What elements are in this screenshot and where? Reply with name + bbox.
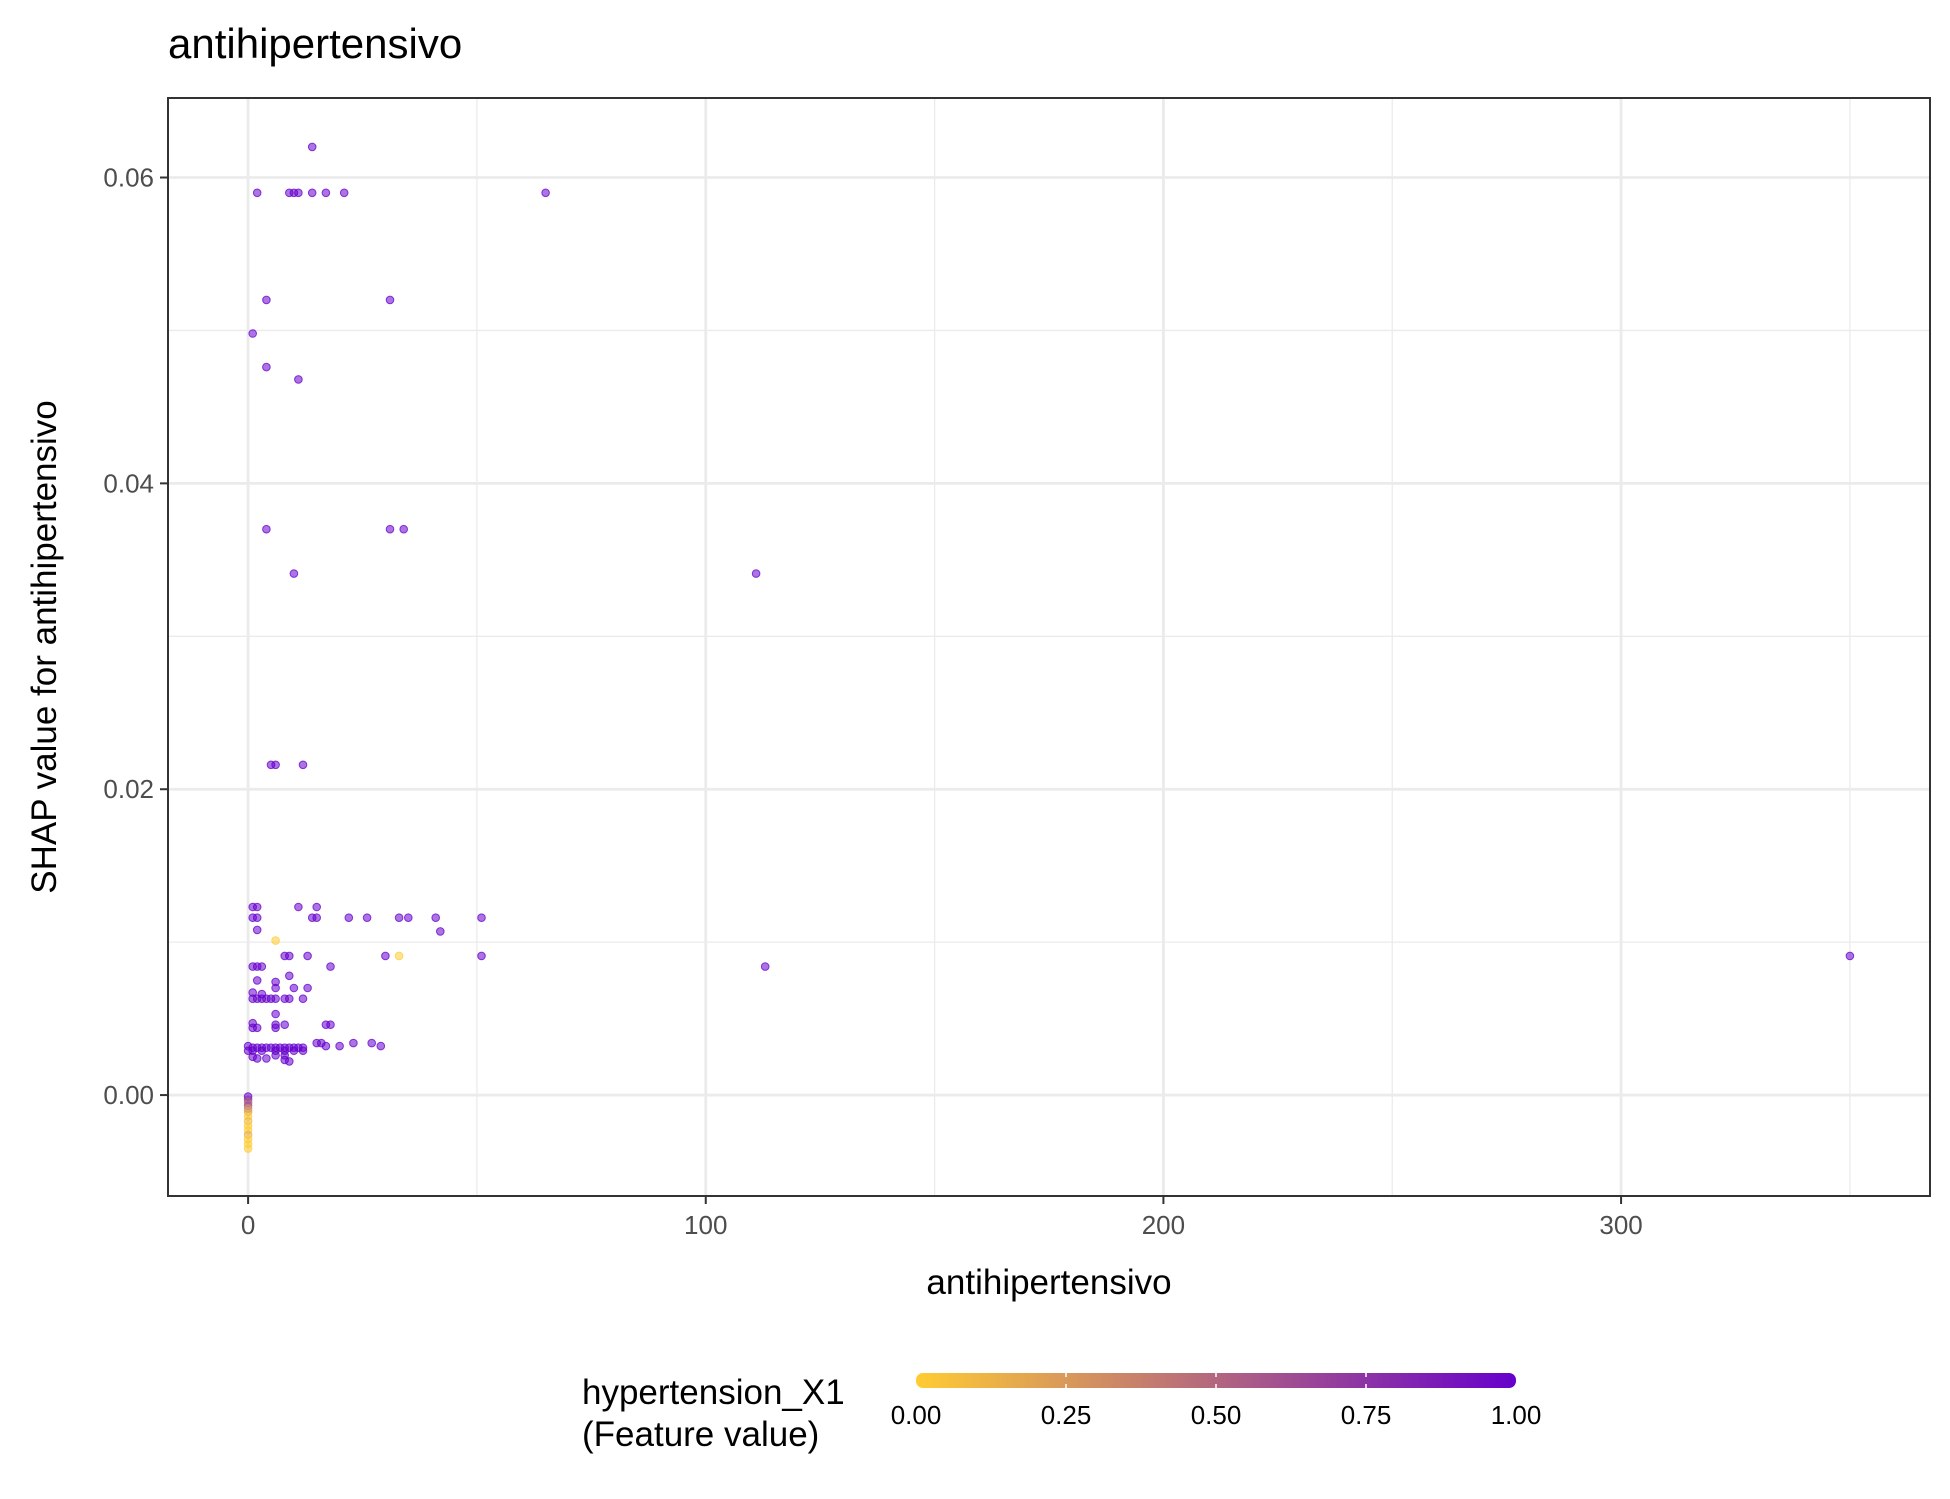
data-point: [252, 913, 262, 923]
data-point: [303, 951, 312, 961]
data-point: [349, 1038, 358, 1048]
x-tick-label: 300: [1599, 1210, 1642, 1240]
plot-panel: [168, 98, 1930, 1196]
major-gridlines: [168, 98, 1930, 1196]
data-point: [271, 936, 280, 945]
data-point: [339, 188, 349, 198]
data-point: [436, 927, 445, 936]
data-point: [271, 1023, 280, 1033]
legend-tick-label: 0.25: [1041, 1400, 1092, 1430]
data-point: [394, 913, 404, 923]
data-point: [262, 362, 271, 372]
data-point: [760, 962, 770, 971]
data-point: [271, 760, 280, 770]
data-point: [751, 569, 761, 578]
data-point: [326, 962, 335, 971]
data-point: [1845, 951, 1855, 961]
data-point: [362, 913, 372, 923]
x-tick-label: 0: [241, 1210, 255, 1240]
data-point: [381, 951, 390, 961]
data-point: [321, 1041, 331, 1051]
data-point: [271, 994, 280, 1004]
data-point: [252, 188, 262, 198]
data-point: [312, 902, 322, 912]
data-point: [262, 295, 271, 305]
data-point: [285, 951, 294, 961]
data-point: [298, 760, 308, 770]
data-point: [431, 913, 441, 923]
data-point: [326, 1020, 335, 1029]
data-point: [298, 994, 308, 1004]
color-legend: hypertension_X1 (Feature value) 0.00 0.25…: [582, 1373, 1541, 1454]
data-point: [262, 1054, 271, 1063]
y-tick-label: 0.00: [103, 1080, 154, 1110]
y-tick-label: 0.04: [103, 468, 154, 498]
data-point: [303, 983, 312, 993]
data-point: [541, 188, 550, 198]
x-axis-title: antihipertensivo: [926, 1263, 1171, 1302]
legend-tick-label: 0.50: [1191, 1400, 1242, 1430]
y-tick-label: 0.02: [103, 774, 154, 804]
data-point: [294, 902, 303, 912]
data-point: [289, 1046, 299, 1055]
panel-border: [167, 97, 1931, 1197]
data-point: [289, 983, 299, 993]
data-point: [312, 913, 322, 923]
data-point: [285, 994, 294, 1004]
data-point: [298, 1046, 308, 1055]
x-tick-label: 100: [684, 1210, 727, 1240]
data-point: [376, 1041, 386, 1051]
data-point: [262, 524, 271, 534]
minor-gridlines: [168, 98, 1930, 1196]
data-point: [367, 1038, 377, 1048]
x-tick-label: 200: [1142, 1210, 1185, 1240]
legend-tick-label: 0.00: [891, 1400, 942, 1430]
data-point: [477, 913, 486, 923]
data-point: [404, 913, 413, 923]
data-point: [271, 1009, 280, 1019]
data-point: [335, 1041, 344, 1051]
data-point: [257, 1046, 267, 1055]
legend-tick-label: 0.75: [1341, 1400, 1392, 1430]
data-point: [285, 971, 294, 981]
y-tick-label: 0.06: [103, 163, 154, 193]
data-point: [252, 1054, 262, 1063]
legend-tick-label: 1.00: [1491, 1400, 1542, 1430]
data-point: [385, 295, 395, 305]
data-point: [344, 913, 354, 923]
data-point: [385, 524, 395, 534]
data-point: [252, 976, 262, 985]
data-point: [252, 902, 262, 912]
data-point: [252, 925, 262, 935]
data-point: [307, 188, 317, 198]
data-point: [252, 1023, 262, 1033]
legend-ticks: 0.00 0.25 0.50 0.75 1.00: [891, 1373, 1542, 1430]
x-axis: 0 100 200 300: [241, 1196, 1643, 1240]
data-point: [271, 1051, 280, 1060]
legend-title-line2: (Feature value): [582, 1415, 819, 1454]
data-point: [271, 983, 280, 993]
data-point: [394, 951, 404, 961]
data-point: [285, 1057, 294, 1066]
data-point: [399, 524, 409, 534]
data-point: [280, 1020, 290, 1029]
chart-title: antihipertensivo: [168, 20, 462, 67]
data-point: [248, 329, 257, 338]
data-point: [294, 375, 303, 384]
data-point: [294, 188, 303, 198]
data-point: [257, 962, 267, 971]
y-axis-title: SHAP value for antihipertensivo: [25, 400, 64, 894]
y-axis: 0.00 0.02 0.04 0.06: [103, 163, 168, 1110]
legend-title-line1: hypertension_X1: [582, 1373, 845, 1412]
data-point: [289, 569, 299, 578]
data-point: [243, 1144, 253, 1153]
data-point: [307, 142, 317, 152]
data-points: [243, 142, 1855, 1153]
data-point: [321, 188, 331, 198]
data-point: [477, 951, 486, 961]
